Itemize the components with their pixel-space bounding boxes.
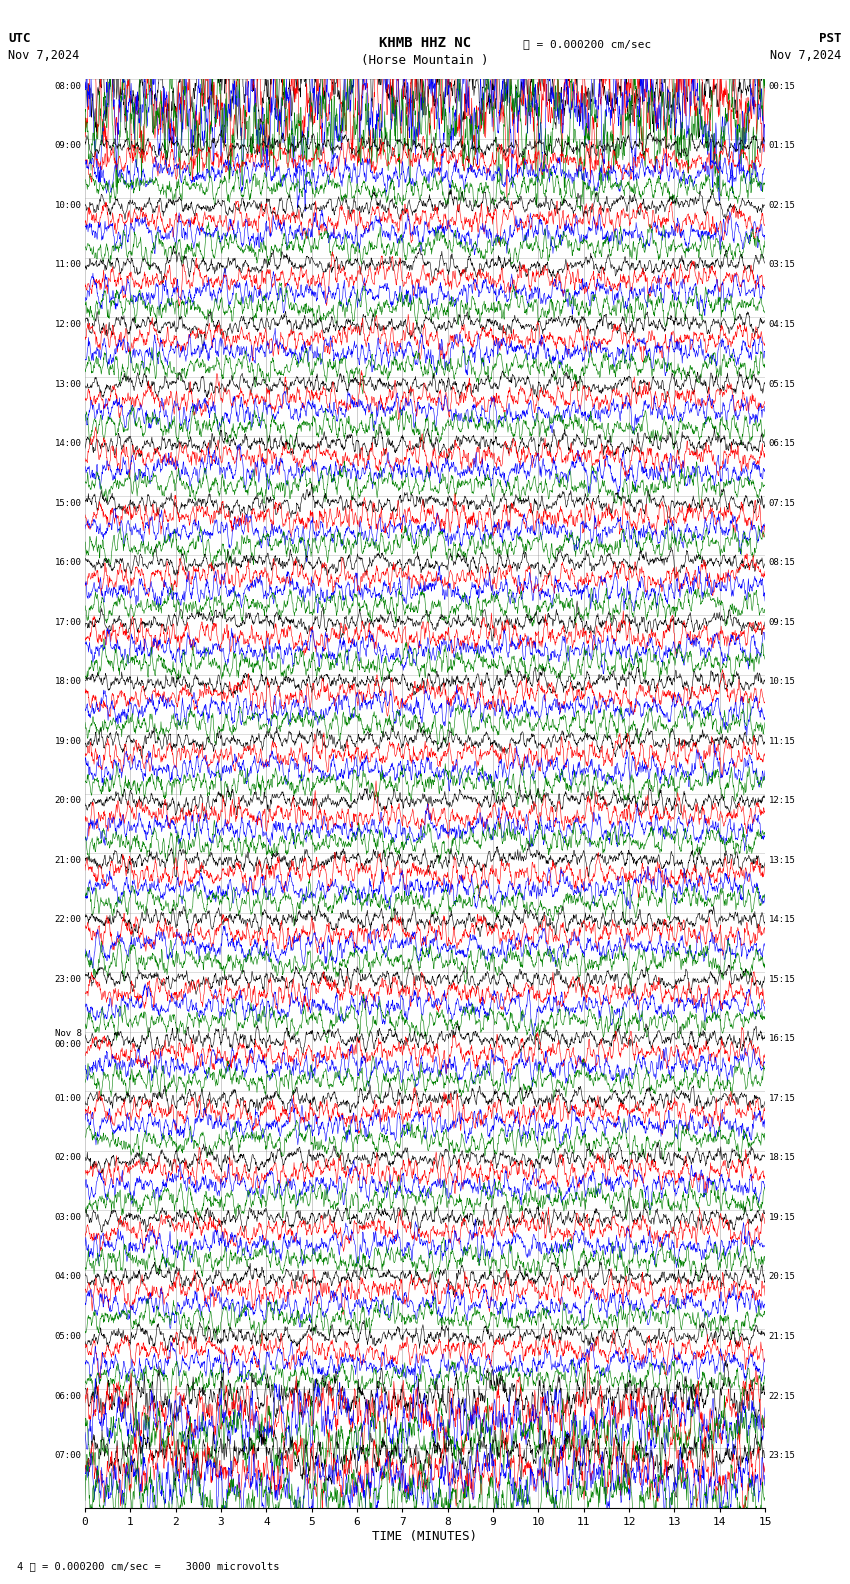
Text: 10:00: 10:00: [54, 201, 82, 211]
Text: 13:00: 13:00: [54, 380, 82, 388]
Text: 02:00: 02:00: [54, 1153, 82, 1163]
Text: 4 ⏐ = 0.000200 cm/sec =    3000 microvolts: 4 ⏐ = 0.000200 cm/sec = 3000 microvolts: [17, 1562, 280, 1571]
Text: 01:00: 01:00: [54, 1095, 82, 1102]
Text: 05:00: 05:00: [54, 1332, 82, 1342]
Text: 11:00: 11:00: [54, 260, 82, 269]
Text: 08:00: 08:00: [54, 82, 82, 90]
Text: 14:15: 14:15: [768, 916, 796, 925]
Text: 15:15: 15:15: [768, 974, 796, 984]
Text: Nov 7,2024: Nov 7,2024: [770, 49, 842, 62]
Text: Nov 8
00:00: Nov 8 00:00: [54, 1030, 82, 1049]
Text: 18:00: 18:00: [54, 678, 82, 686]
Text: 01:15: 01:15: [768, 141, 796, 150]
Text: 08:15: 08:15: [768, 558, 796, 567]
Text: Nov 7,2024: Nov 7,2024: [8, 49, 80, 62]
Text: 07:00: 07:00: [54, 1451, 82, 1460]
Text: 21:00: 21:00: [54, 855, 82, 865]
Text: 03:00: 03:00: [54, 1213, 82, 1221]
Text: 13:15: 13:15: [768, 855, 796, 865]
Text: 21:15: 21:15: [768, 1332, 796, 1342]
Text: 15:00: 15:00: [54, 499, 82, 507]
Text: UTC: UTC: [8, 32, 31, 44]
Text: 02:15: 02:15: [768, 201, 796, 211]
Text: 03:15: 03:15: [768, 260, 796, 269]
Text: (Horse Mountain ): (Horse Mountain ): [361, 54, 489, 67]
Text: 16:00: 16:00: [54, 558, 82, 567]
Text: 18:15: 18:15: [768, 1153, 796, 1163]
X-axis label: TIME (MINUTES): TIME (MINUTES): [372, 1530, 478, 1543]
Text: 00:15: 00:15: [768, 82, 796, 90]
Text: 12:00: 12:00: [54, 320, 82, 329]
Text: 22:00: 22:00: [54, 916, 82, 925]
Text: 16:15: 16:15: [768, 1034, 796, 1044]
Text: 09:00: 09:00: [54, 141, 82, 150]
Text: 14:00: 14:00: [54, 439, 82, 448]
Text: 17:00: 17:00: [54, 618, 82, 627]
Text: 11:15: 11:15: [768, 737, 796, 746]
Text: 23:15: 23:15: [768, 1451, 796, 1460]
Text: 10:15: 10:15: [768, 678, 796, 686]
Text: KHMB HHZ NC: KHMB HHZ NC: [379, 36, 471, 51]
Text: ⏐ = 0.000200 cm/sec: ⏐ = 0.000200 cm/sec: [523, 40, 651, 49]
Text: 05:15: 05:15: [768, 380, 796, 388]
Text: 04:15: 04:15: [768, 320, 796, 329]
Text: 06:00: 06:00: [54, 1392, 82, 1400]
Text: 22:15: 22:15: [768, 1392, 796, 1400]
Text: 20:00: 20:00: [54, 797, 82, 805]
Text: 07:15: 07:15: [768, 499, 796, 507]
Text: 12:15: 12:15: [768, 797, 796, 805]
Text: 04:00: 04:00: [54, 1272, 82, 1281]
Text: 20:15: 20:15: [768, 1272, 796, 1281]
Text: 09:15: 09:15: [768, 618, 796, 627]
Text: 23:00: 23:00: [54, 974, 82, 984]
Text: PST: PST: [819, 32, 842, 44]
Text: 17:15: 17:15: [768, 1095, 796, 1102]
Text: 19:15: 19:15: [768, 1213, 796, 1221]
Text: 19:00: 19:00: [54, 737, 82, 746]
Text: 06:15: 06:15: [768, 439, 796, 448]
